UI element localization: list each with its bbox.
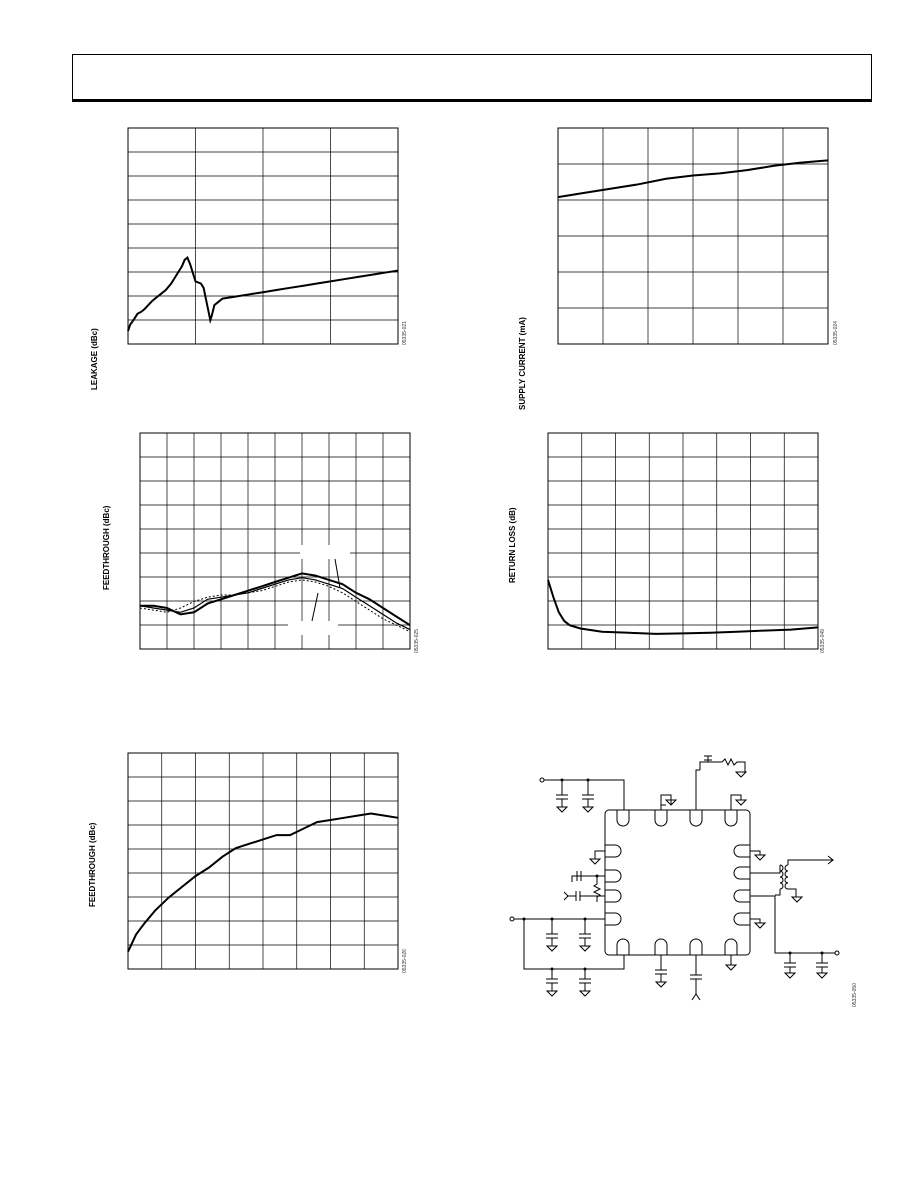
annotation-arrow-bottom [311,592,319,622]
feedthrough-chart-1: FEEDTHROUGH (dBc) 05335-025 [90,425,425,665]
return-loss-figure-id: 05335-049 [820,629,826,653]
feedthrough-2-y-axis-label: FEEDTHROUGH (dBc) [88,822,97,907]
feedthrough-chart-1-plot [139,432,411,650]
supply-current-figure-id: 05335-024 [833,321,839,345]
leakage-figure-id: 05335-021 [402,321,408,345]
annotation-arrow-top [334,558,341,589]
page-header-box [72,54,872,102]
series-line-1 [140,572,411,627]
series-line-1 [547,579,819,635]
feedthrough-1-y-axis-label: FEEDTHROUGH (dBc) [102,505,111,590]
series-line-1 [557,159,829,199]
trace-annotations [288,545,350,635]
leakage-chart: LEAKAGE (dBc) 05335-021 [80,120,420,390]
plot-area [127,127,399,345]
annotation-label-box-top [300,545,350,559]
return-loss-chart: RETURN LOSS (dB) 05335-049 [500,425,835,665]
series-line-2 [139,577,411,631]
supply-current-y-axis-label: SUPPLY CURRENT (mA) [518,317,527,410]
feedthrough-2-figure-id: 05335-026 [402,949,408,973]
schematic-drawing [509,755,840,1001]
annotation-label-box-bottom [288,621,338,635]
series-line-3 [139,579,411,633]
feedthrough-chart-2: FEEDTHROUGH (dBc) 05335-026 [80,745,415,985]
plot-area [139,432,411,650]
supply-current-chart-plot [557,127,829,345]
return-loss-chart-plot [547,432,819,650]
supply-current-chart: SUPPLY CURRENT (mA) 05335-024 [500,120,850,410]
application-schematic: 05335-050 [500,745,870,1025]
plot-area [557,127,829,345]
series-line-1 [127,812,399,953]
series-line-1 [127,255,399,332]
leakage-y-axis-label: LEAKAGE (dBc) [90,328,99,390]
ic-package [604,809,751,956]
leakage-chart-plot [127,127,399,345]
schematic-figure-id: 05335-050 [852,983,858,1007]
plot-area [547,432,819,650]
plot-area [127,752,399,970]
feedthrough-chart-2-plot [127,752,399,970]
return-loss-y-axis-label: RETURN LOSS (dB) [508,507,517,583]
feedthrough-1-figure-id: 05335-025 [414,629,420,653]
